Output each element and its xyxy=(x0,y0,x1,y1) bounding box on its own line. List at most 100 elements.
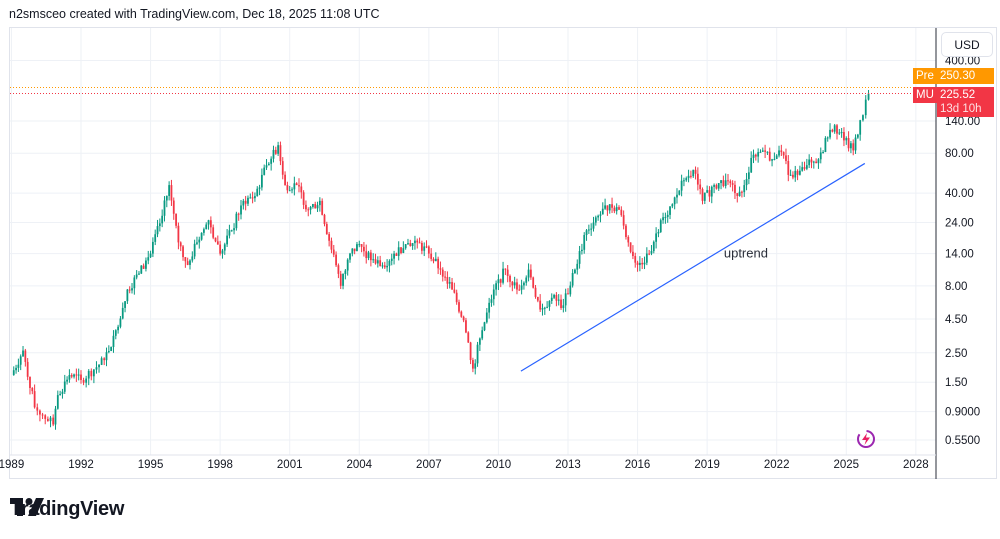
candle-body xyxy=(92,369,95,377)
candle-body xyxy=(332,249,335,255)
candle-body xyxy=(680,180,683,191)
candle xyxy=(372,253,375,263)
candle xyxy=(822,150,824,154)
candle xyxy=(161,209,164,228)
tradingview-logo[interactable]: TradingView xyxy=(10,498,124,521)
candle xyxy=(741,190,743,198)
candle-body xyxy=(207,220,210,225)
candle xyxy=(562,298,565,313)
x-tick-label: 2022 xyxy=(764,459,790,471)
candle xyxy=(52,414,55,427)
candle-body xyxy=(12,370,15,376)
candle-body xyxy=(727,180,729,182)
x-tick-label: 2004 xyxy=(346,459,372,471)
candle-body xyxy=(829,129,831,138)
candle xyxy=(666,210,669,223)
candle xyxy=(226,229,228,247)
candle-body xyxy=(70,375,73,377)
candle-body xyxy=(212,227,215,238)
candle-body xyxy=(41,414,44,416)
candle xyxy=(513,276,516,289)
candle xyxy=(715,183,718,190)
candle xyxy=(105,347,108,367)
candle-body xyxy=(761,150,764,152)
candle xyxy=(29,376,31,395)
candle-body xyxy=(233,228,235,231)
candle-body xyxy=(706,190,709,193)
x-tick-label: 2025 xyxy=(833,459,859,471)
candle-body xyxy=(550,297,553,301)
candle xyxy=(170,179,173,206)
candle-body xyxy=(590,228,593,230)
candle-body xyxy=(796,170,799,175)
candle-body xyxy=(15,367,17,371)
candle xyxy=(687,169,690,183)
candle-body xyxy=(374,259,377,264)
candle-body xyxy=(564,293,567,306)
candle xyxy=(843,127,845,147)
candle xyxy=(376,256,379,268)
candle-body xyxy=(298,185,300,187)
candle-body xyxy=(203,229,205,233)
candle-body xyxy=(356,244,358,252)
candle xyxy=(481,326,484,341)
candle xyxy=(757,148,760,163)
candle-body xyxy=(511,281,514,286)
candle xyxy=(293,176,296,196)
candle xyxy=(731,180,734,192)
candle-body xyxy=(316,205,319,209)
candle-body xyxy=(529,269,532,278)
candle xyxy=(265,159,268,170)
candle-body xyxy=(75,374,78,376)
candle-body xyxy=(692,169,695,177)
candle-body xyxy=(260,174,263,188)
candle-body xyxy=(33,391,36,408)
candle xyxy=(128,286,131,294)
candle xyxy=(182,245,184,261)
candle xyxy=(230,229,233,232)
candle-body xyxy=(738,191,741,196)
candle-body xyxy=(571,273,574,286)
candle xyxy=(439,261,442,275)
candle xyxy=(824,136,827,153)
lightning-icon[interactable] xyxy=(855,428,877,450)
candle-body xyxy=(478,338,481,345)
candle xyxy=(460,310,463,318)
candle-body xyxy=(759,151,762,153)
y-tick-label: 40.00 xyxy=(945,188,974,200)
candle xyxy=(638,256,641,272)
candle xyxy=(207,219,210,230)
candle xyxy=(743,179,746,197)
candle-body xyxy=(622,215,625,226)
candle xyxy=(608,204,611,214)
candle xyxy=(699,178,702,195)
candle-body xyxy=(381,265,384,267)
candle-body xyxy=(156,226,159,235)
candle-body xyxy=(390,258,393,261)
candle-body xyxy=(673,197,676,205)
candle-body xyxy=(249,197,252,199)
currency-selector[interactable]: USD xyxy=(941,32,993,57)
candle-body xyxy=(650,251,653,254)
candle-body xyxy=(683,180,685,182)
axes: 400.00 140.00 80.00 40.00 24.00 14.00 8.00 4.50… xyxy=(0,28,980,479)
candle xyxy=(24,348,27,367)
candle xyxy=(135,270,138,280)
candle-body xyxy=(794,170,797,178)
candle xyxy=(599,211,602,223)
candle xyxy=(223,242,226,255)
candle-body xyxy=(629,242,632,252)
candle-body xyxy=(154,234,157,242)
candle xyxy=(532,276,535,289)
candle xyxy=(534,284,537,299)
candle-body xyxy=(474,363,477,369)
candle xyxy=(119,316,122,329)
y-tick-label: 140.00 xyxy=(945,116,980,128)
y-tick-label: 4.50 xyxy=(945,314,967,326)
candle-body xyxy=(625,225,627,237)
candle xyxy=(284,171,286,186)
candle xyxy=(365,244,368,264)
candle xyxy=(444,270,446,281)
candle-body xyxy=(611,204,613,208)
